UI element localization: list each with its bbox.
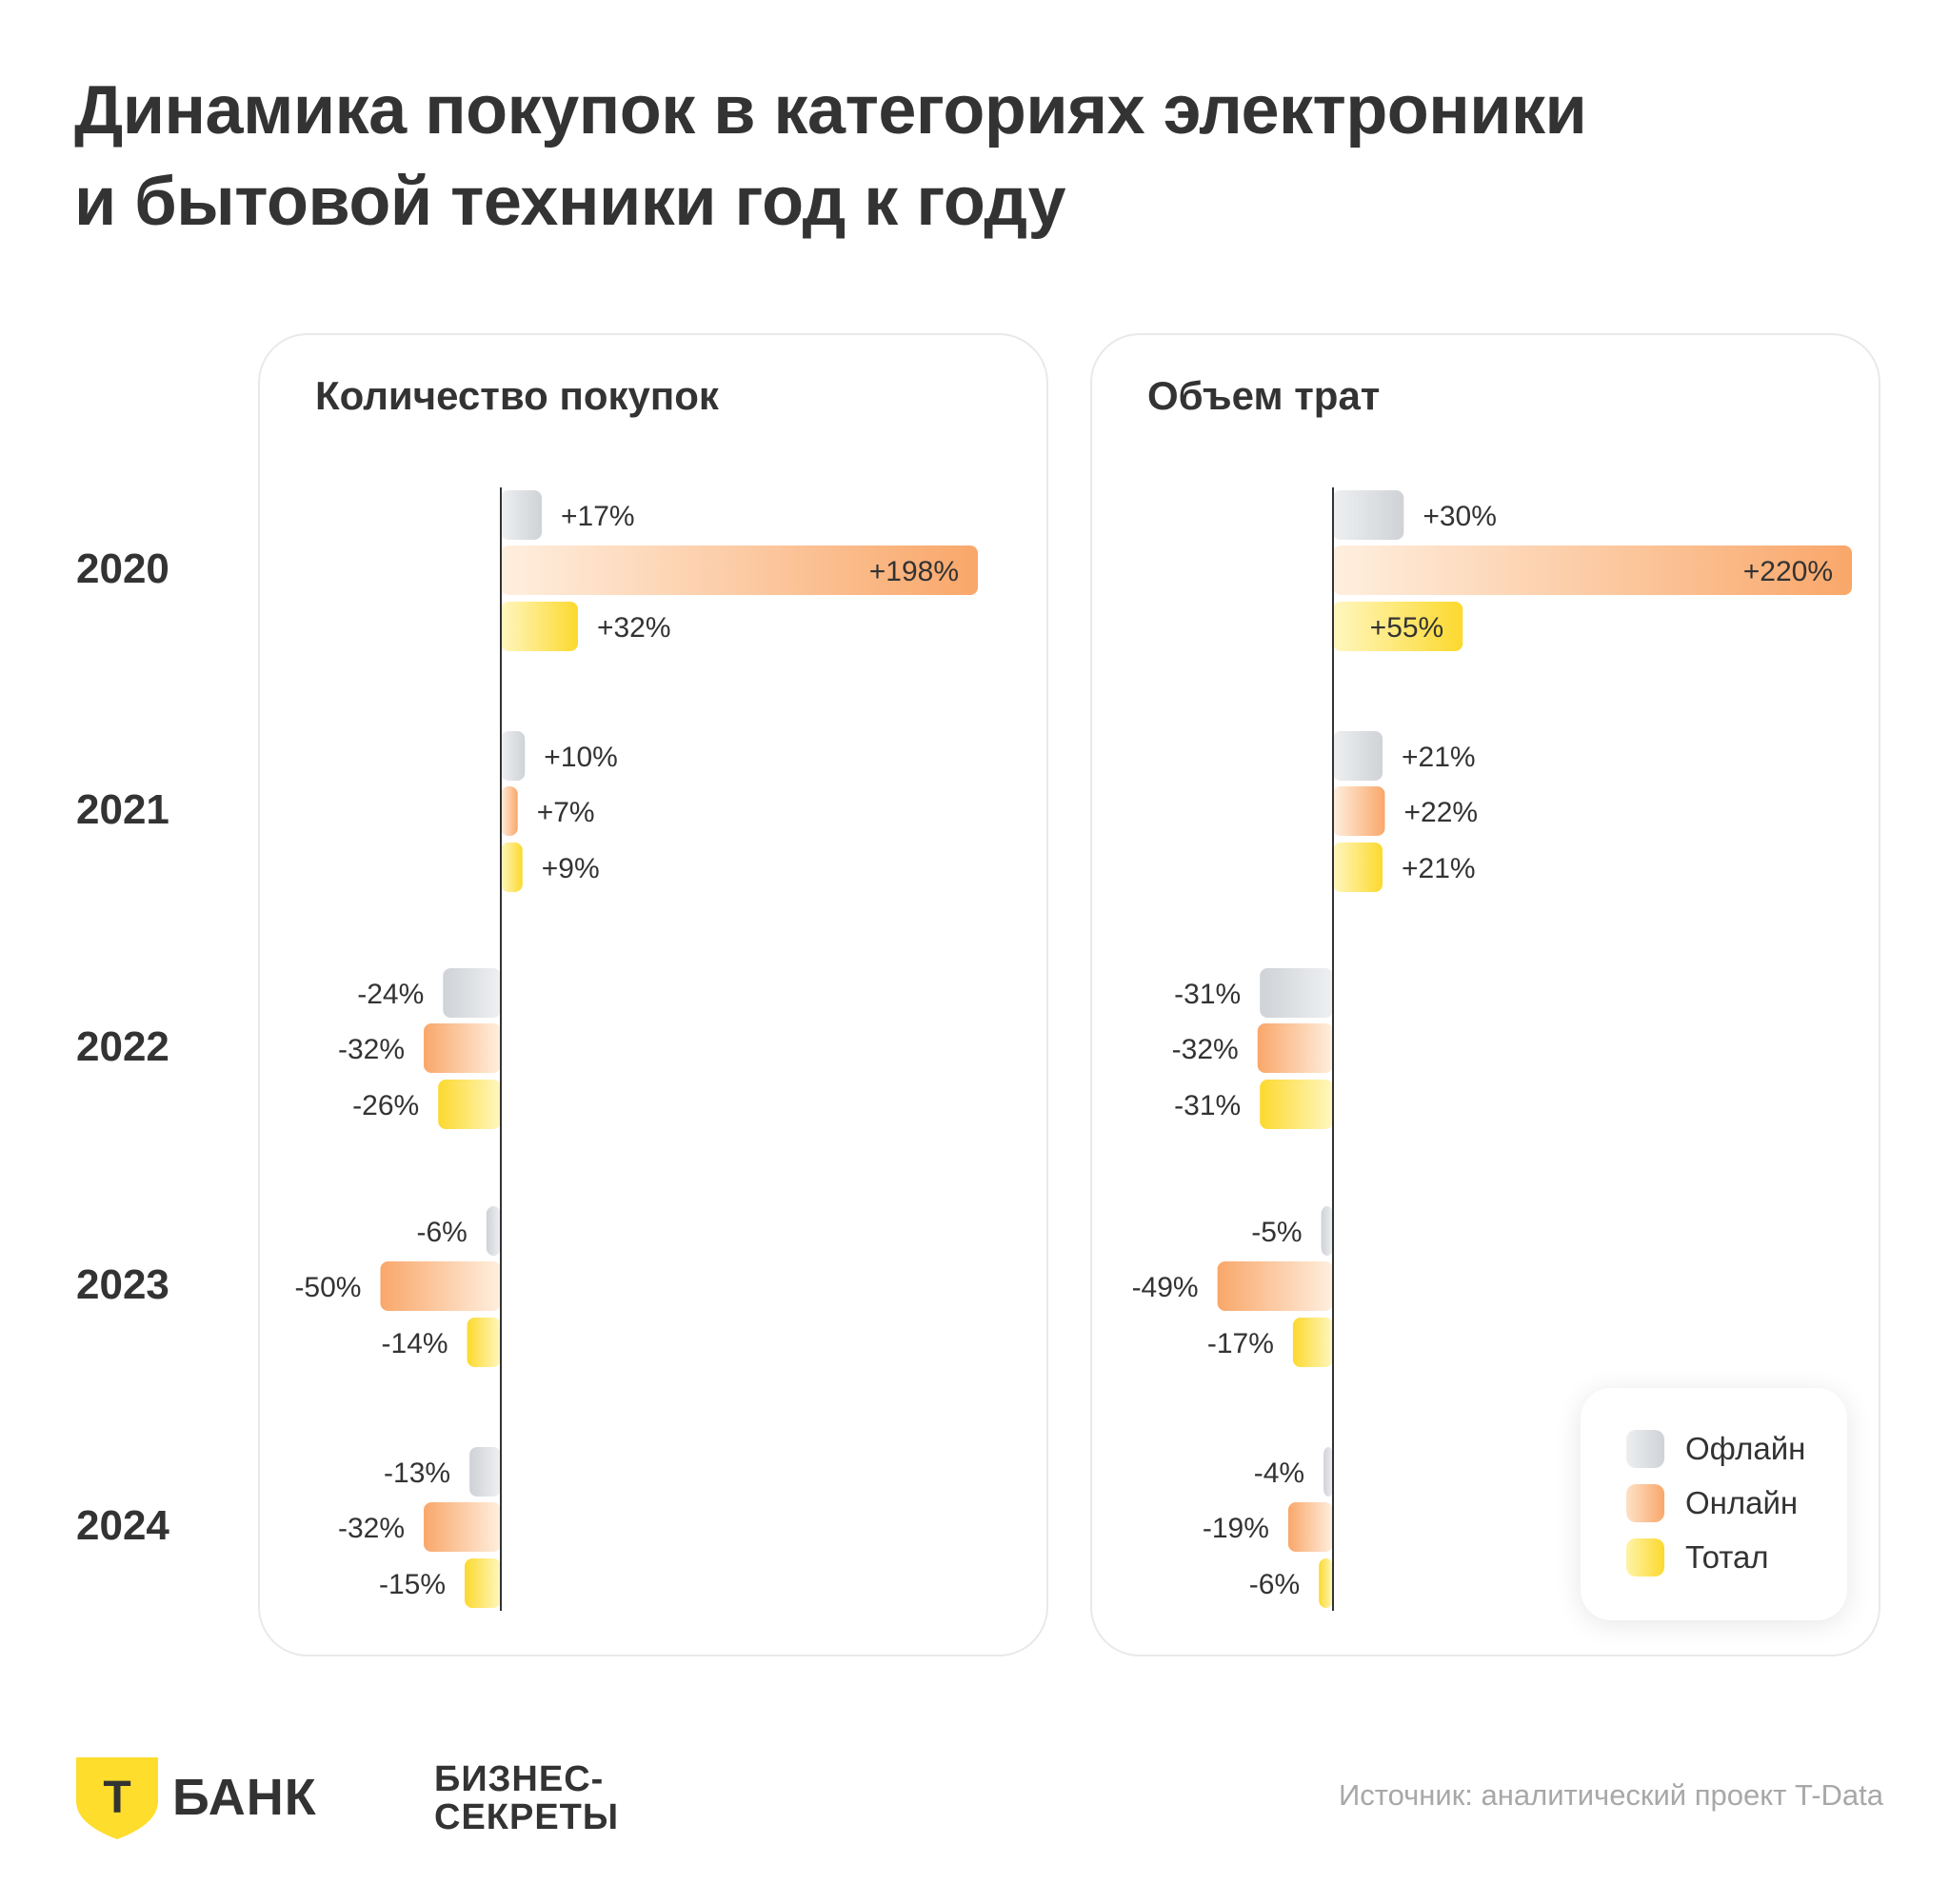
spend-label-online-2022: -32% [1172, 1034, 1239, 1065]
spend-label-offline-2024: -4% [1254, 1458, 1304, 1489]
legend-item-total: Тотал [1626, 1538, 1769, 1577]
count-bar-offline-2023 [486, 1206, 501, 1256]
spend-bar-total-2024 [1319, 1558, 1333, 1608]
year-label-2022: 2022 [76, 1023, 169, 1070]
legend-label-total: Тотал [1685, 1539, 1769, 1575]
legend-label-online: Онлайн [1685, 1485, 1799, 1520]
count-bar-total-2021 [501, 843, 523, 892]
spend-bar-offline-2022 [1260, 968, 1333, 1018]
spend-label-offline-2022: -31% [1174, 979, 1241, 1010]
year-label-2024: 2024 [76, 1502, 169, 1549]
spend-bar-total-2021 [1333, 843, 1383, 892]
bank-name: БАНК [172, 1769, 317, 1826]
count-bar-online-2020 [501, 545, 978, 595]
spend-bar-offline-2024 [1323, 1447, 1333, 1497]
count-bar-offline-2021 [501, 731, 526, 781]
spend-bar-offline-2023 [1321, 1206, 1333, 1256]
spend-label-offline-2020: +30% [1423, 501, 1497, 532]
spend-bar-online-2023 [1217, 1261, 1333, 1311]
title-line-1: Динамика покупок в категориях электроник… [74, 72, 1587, 149]
count-bar-offline-2024 [469, 1447, 501, 1497]
legend-label-offline: Офлайн [1685, 1431, 1806, 1466]
spend-label-online-2023: -49% [1132, 1272, 1199, 1303]
legend-item-offline: Офлайн [1626, 1430, 1805, 1468]
spend-label-online-2024: -19% [1203, 1513, 1269, 1544]
count-bar-total-2024 [465, 1558, 501, 1608]
count-bar-online-2021 [501, 786, 518, 836]
spend-bar-offline-2021 [1333, 731, 1383, 781]
year-label-2021: 2021 [76, 786, 169, 833]
source-note: Источник: аналитический проект T-Data [1338, 1778, 1883, 1812]
legend-swatch-online [1626, 1484, 1664, 1522]
spend-label-total-2024: -6% [1249, 1569, 1300, 1600]
count-bar-total-2022 [438, 1080, 501, 1129]
count-bar-offline-2020 [501, 490, 543, 540]
count-label-online-2020: +198% [869, 556, 959, 587]
legend: Офлайн Онлайн Тотал [1581, 1388, 1847, 1620]
page-title: Динамика покупок в категориях электроник… [74, 65, 1883, 248]
count-bar-total-2023 [467, 1318, 501, 1367]
spend-label-offline-2021: +21% [1402, 742, 1476, 773]
spend-bar-offline-2020 [1333, 490, 1404, 540]
spending-volume-title: Объем трат [1147, 373, 1381, 418]
title-line-2: и бытовой техники год к году [74, 164, 1066, 240]
business-secrets-logo: БИЗНЕС- СЕКРЕТЫ [434, 1760, 619, 1836]
spend-label-total-2021: +21% [1402, 853, 1476, 884]
spend-bar-total-2022 [1260, 1080, 1333, 1129]
year-label-2023: 2023 [76, 1261, 169, 1308]
legend-swatch-offline [1626, 1430, 1664, 1468]
spend-bar-online-2020 [1333, 545, 1852, 595]
count-label-offline-2023: -6% [416, 1217, 467, 1248]
count-label-total-2022: -26% [352, 1090, 419, 1121]
count-label-online-2023: -50% [294, 1272, 361, 1303]
count-label-total-2020: +32% [597, 612, 671, 644]
purchases-count-title: Количество покупок [315, 373, 719, 418]
count-label-online-2024: -32% [338, 1513, 405, 1544]
spend-bar-online-2021 [1333, 786, 1385, 836]
count-bar-online-2023 [380, 1261, 501, 1311]
tbank-logo-letter: Т [103, 1773, 130, 1823]
count-label-total-2021: +9% [542, 853, 600, 884]
business-secrets-line-1: БИЗНЕС- [434, 1759, 605, 1799]
count-label-offline-2022: -24% [357, 979, 424, 1010]
spend-bar-total-2020 [1333, 602, 1463, 651]
count-bar-total-2020 [501, 602, 578, 651]
count-label-online-2022: -32% [338, 1034, 405, 1065]
count-bar-online-2022 [424, 1023, 501, 1073]
legend-swatch-total [1626, 1538, 1664, 1577]
count-label-total-2024: -15% [379, 1569, 446, 1600]
spend-bar-online-2024 [1287, 1502, 1333, 1552]
spend-label-total-2020: +55% [1370, 612, 1444, 644]
count-label-offline-2020: +17% [561, 501, 635, 532]
count-label-online-2021: +7% [537, 797, 595, 828]
count-label-offline-2021: +10% [544, 742, 618, 773]
count-bar-offline-2022 [443, 968, 501, 1018]
spending-volume-chart: +30% +21% -31% -5% -4% +220% +22% -32% -49% -19% +… [1132, 487, 1852, 1611]
count-bar-online-2024 [424, 1502, 501, 1552]
purchases-count-panel: Количество покупок +17% +10% -24% -6% -13% +1… [258, 333, 1048, 1656]
spend-label-total-2022: -31% [1174, 1090, 1241, 1121]
business-secrets-line-2: СЕКРЕТЫ [434, 1797, 620, 1837]
spend-label-online-2021: +22% [1404, 797, 1479, 828]
count-label-total-2023: -14% [382, 1328, 448, 1359]
year-label-2020: 2020 [76, 545, 169, 592]
spend-bar-online-2022 [1257, 1023, 1333, 1073]
spend-label-online-2020: +220% [1743, 556, 1833, 587]
legend-item-online: Онлайн [1626, 1484, 1798, 1522]
tbank-shield-logo: Т [76, 1757, 158, 1839]
purchases-count-chart: +17% +10% -24% -6% -13% +198% +7% -32% -50% -32% +… [294, 487, 978, 1611]
spend-label-offline-2023: -5% [1251, 1217, 1302, 1248]
spend-bar-total-2023 [1292, 1318, 1333, 1367]
count-label-offline-2024: -13% [384, 1458, 450, 1489]
spend-label-total-2023: -17% [1207, 1328, 1274, 1359]
